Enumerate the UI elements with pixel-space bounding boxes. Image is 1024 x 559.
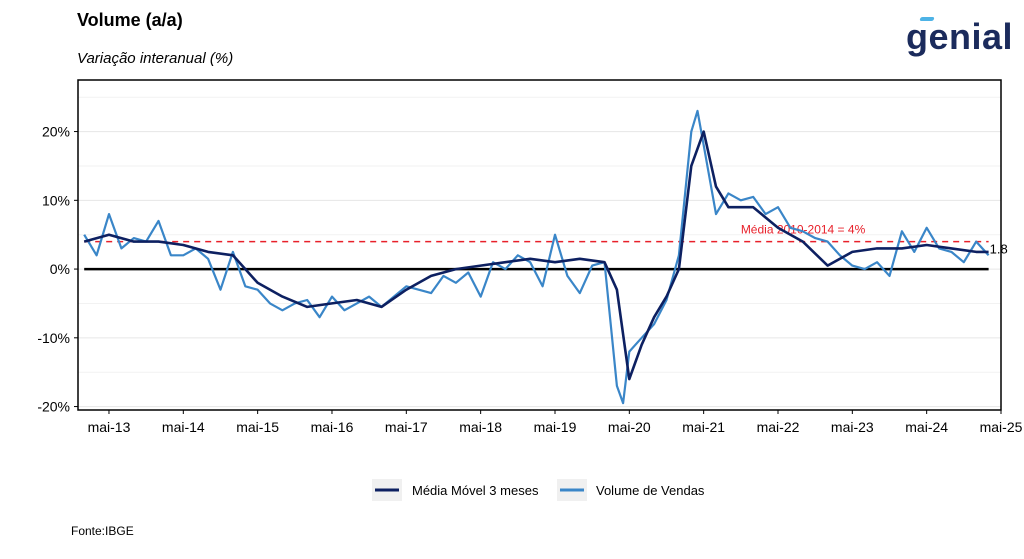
x-tick-label: mai-21: [682, 419, 725, 435]
chart-subtitle: Variação interanual (%): [77, 50, 234, 67]
legend-label-sales-volume: Volume de Vendas: [596, 483, 705, 498]
chart-title: Volume (a/a): [77, 10, 183, 30]
x-tick-label: mai-25: [980, 419, 1023, 435]
x-tick-label: mai-24: [905, 419, 948, 435]
x-tick-label: mai-13: [88, 419, 131, 435]
last-value-label: 1.8: [990, 242, 1008, 257]
series-line-moving-average: [83, 130, 989, 381]
x-tick-label: mai-23: [831, 419, 874, 435]
legend-label-moving-average: Média Móvel 3 meses: [412, 483, 539, 498]
y-tick-label: 10%: [42, 192, 70, 208]
y-tick-label: 20%: [42, 124, 70, 140]
x-tick-label: mai-22: [757, 419, 800, 435]
y-tick-label: -10%: [37, 330, 70, 346]
y-tick-label: -20%: [37, 399, 70, 415]
brand-logo: genial: [906, 16, 1013, 58]
x-tick-label: mai-14: [162, 419, 205, 435]
series-line-sales-volume: [83, 109, 990, 405]
x-tick-label: mai-16: [311, 419, 354, 435]
x-tick-label: mai-18: [459, 419, 502, 435]
x-tick-label: mai-15: [236, 419, 279, 435]
x-tick-label: mai-17: [385, 419, 428, 435]
x-tick-label: mai-19: [534, 419, 577, 435]
x-tick-label: mai-20: [608, 419, 651, 435]
y-tick-label: 0%: [50, 261, 70, 277]
reference-line-label: Média 2010-2014 = 4%: [741, 223, 866, 237]
source-note: Fonte:IBGE: [71, 524, 134, 538]
brand-name: genial: [906, 16, 1014, 57]
plot-border: [77, 79, 1002, 411]
